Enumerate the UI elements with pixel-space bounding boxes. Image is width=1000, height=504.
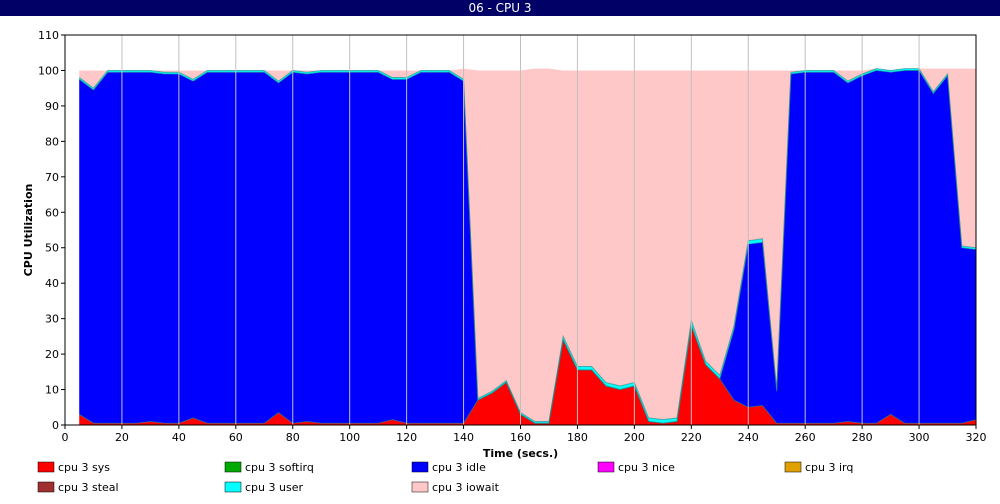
x-tick-label: 200 <box>624 431 645 444</box>
legend-label: cpu 3 irq <box>805 461 853 474</box>
y-tick-label: 0 <box>52 419 59 432</box>
x-tick-label: 100 <box>339 431 360 444</box>
y-tick-label: 50 <box>45 242 59 255</box>
x-tick-label: 140 <box>453 431 474 444</box>
legend-label: cpu 3 steal <box>58 481 119 494</box>
area-cpu-3-idle <box>79 70 977 424</box>
x-tick-label: 260 <box>795 431 816 444</box>
x-tick-label: 20 <box>115 431 129 444</box>
x-tick-label: 240 <box>738 431 759 444</box>
x-tick-label: 120 <box>396 431 417 444</box>
legend-label: cpu 3 softirq <box>245 461 314 474</box>
area-cpu-3-iowait <box>79 68 977 422</box>
legend-label: cpu 3 iowait <box>432 481 500 494</box>
y-axis-title: CPU Utilization <box>22 184 35 277</box>
legend-swatch <box>411 461 429 473</box>
x-tick-label: 280 <box>852 431 873 444</box>
x-tick-label: 180 <box>567 431 588 444</box>
x-tick-label: 300 <box>909 431 930 444</box>
y-tick-label: 80 <box>45 135 59 148</box>
legend-swatch <box>224 481 242 493</box>
cpu-utilization-chart: 0 10 20 30 40 50 60 70 80 90 100 110 0 20 40 60 80 100 12… <box>0 16 1000 504</box>
y-tick-label: 40 <box>45 277 59 290</box>
x-tick-label: 160 <box>510 431 531 444</box>
gridlines <box>121 35 920 425</box>
legend-swatch <box>411 481 429 493</box>
y-tick-label: 100 <box>38 64 59 77</box>
y-tick-label: 10 <box>45 384 59 397</box>
legend-swatch <box>784 461 802 473</box>
legend-swatch <box>597 461 615 473</box>
y-tick-label: 20 <box>45 348 59 361</box>
x-tick-label: 80 <box>286 431 300 444</box>
legend-swatch <box>37 461 55 473</box>
x-axis-title: Time (secs.) <box>483 447 558 460</box>
x-tick-label: 60 <box>229 431 243 444</box>
x-tick-label: 220 <box>681 431 702 444</box>
x-axis-ticks: 0 20 40 60 80 100 120 140 160 180 200 220 240 260 280 3… <box>62 425 987 444</box>
y-tick-label: 90 <box>45 100 59 113</box>
stacked-areas <box>78 68 977 425</box>
edge-cpu-3-user <box>78 68 977 422</box>
y-tick-label: 110 <box>38 29 59 42</box>
legend-label: cpu 3 idle <box>432 461 486 474</box>
legend: cpu 3 sys cpu 3 softirq cpu 3 idle cpu 3 ni… <box>37 461 853 494</box>
y-tick-label: 30 <box>45 313 59 326</box>
y-tick-label: 60 <box>45 206 59 219</box>
y-tick-label: 70 <box>45 171 59 184</box>
y-axis-ticks: 0 10 20 30 40 50 60 70 80 90 100 110 <box>38 29 65 432</box>
chart-window-title: 06 - CPU 3 <box>0 0 1000 16</box>
legend-label: cpu 3 nice <box>618 461 675 474</box>
x-tick-label: 0 <box>62 431 69 444</box>
legend-label: cpu 3 sys <box>58 461 110 474</box>
edge-cpu-3-idle <box>78 69 977 424</box>
legend-swatch <box>224 461 242 473</box>
legend-swatch <box>37 481 55 493</box>
legend-label: cpu 3 user <box>245 481 303 494</box>
x-tick-label: 40 <box>172 431 186 444</box>
x-tick-label: 320 <box>966 431 987 444</box>
